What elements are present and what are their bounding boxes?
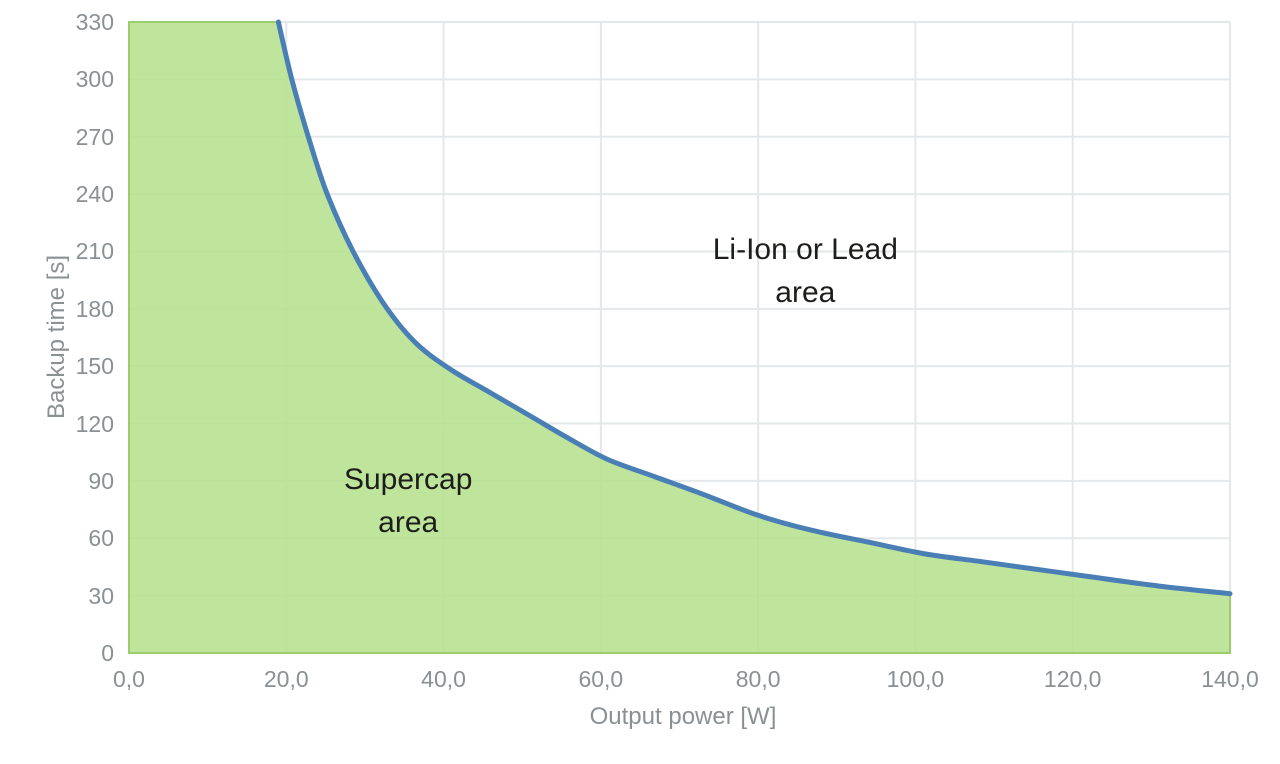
supercap-area-fill [128,21,1231,654]
x-tick-label: 20,0 [263,666,309,692]
y-tick-label: 180 [75,295,114,322]
y-tick-label: 150 [75,353,114,380]
y-tick-label: 90 [88,467,114,494]
liion-area-label-line2: area [775,275,836,309]
supercap-boundary-curve [275,19,1233,597]
y-tick-label: 30 [88,582,114,609]
y-tick-label: 120 [75,410,114,437]
y-tick-label: 300 [75,66,114,93]
y-tick-label: 60 [88,525,114,552]
x-tick-label: 0,0 [113,666,145,692]
supercap-area-label: Supercap area [248,458,568,544]
x-tick-label: 120,0 [1043,666,1102,692]
x-tick-label: 60,0 [578,666,624,692]
supercap-area-label-line2: area [378,505,439,539]
y-tick-label: 0 [101,640,114,666]
y-tick-label: 210 [75,238,114,265]
y-tick-label: 270 [75,123,114,150]
x-axis-title: Output power [W] [589,703,777,730]
x-tick-label: 140,0 [1201,666,1259,692]
y-tick-label: 240 [75,181,114,208]
supercap-area-label-line1: Supercap [343,462,473,496]
y-tick-label: 330 [75,9,114,35]
y-axis-title: Backup time [s] [43,254,70,420]
x-tick-label: 80,0 [735,666,781,692]
liion-area-label-line1: Li-Ion or Lead [712,232,898,266]
x-tick-label: 100,0 [886,666,945,692]
liion-area-label: Li-Ion or Lead area [645,228,965,314]
x-tick-label: 40,0 [421,666,466,692]
